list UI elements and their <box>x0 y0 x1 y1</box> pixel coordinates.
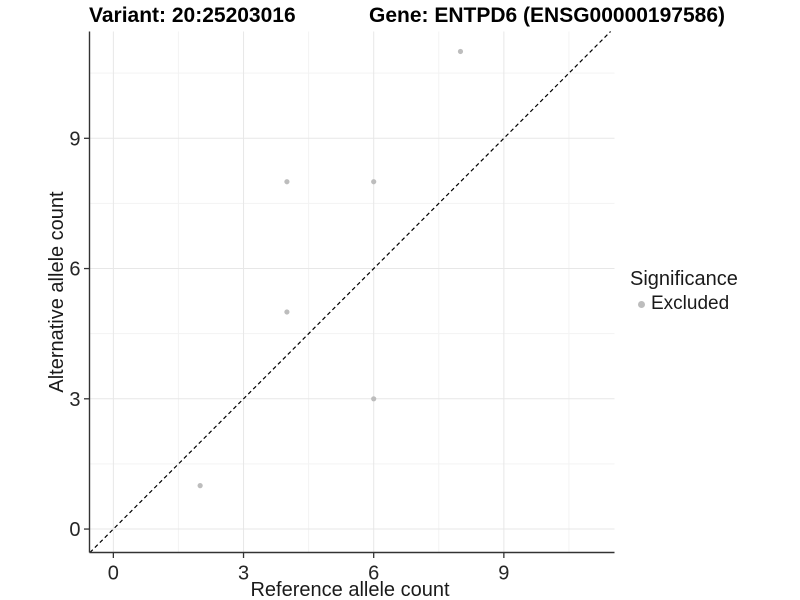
data-point <box>457 48 464 55</box>
x-tick-label: 0 <box>108 563 119 585</box>
data-point <box>197 483 203 489</box>
x-axis-label: Reference allele count <box>250 579 450 600</box>
y-tick-label: 0 <box>69 519 80 541</box>
legend-item-excluded: Excluded <box>630 293 738 315</box>
y-tick-label: 3 <box>69 389 80 411</box>
y-tick-label: 9 <box>69 128 80 150</box>
x-tick-label: 9 <box>498 563 509 585</box>
data-point <box>371 179 377 185</box>
y-tick-label: 6 <box>69 259 80 281</box>
gene-title: Gene: ENTPD6 (ENSG00000197586) <box>369 4 726 27</box>
legend-item-label: Excluded <box>651 293 730 314</box>
identity-line <box>89 31 612 553</box>
x-tick-label: 3 <box>238 563 249 585</box>
data-point <box>371 396 377 402</box>
x-tick-label: 6 <box>368 563 379 585</box>
data-point <box>284 309 290 315</box>
variant-title: Variant: 20:25203016 <box>89 4 296 27</box>
y-axis-label: Alternative allele count <box>46 191 68 393</box>
legend-title: Significance <box>630 268 738 290</box>
legend-point-icon <box>638 300 645 308</box>
data-point <box>284 179 290 185</box>
legend: Significance Excluded <box>630 268 738 315</box>
